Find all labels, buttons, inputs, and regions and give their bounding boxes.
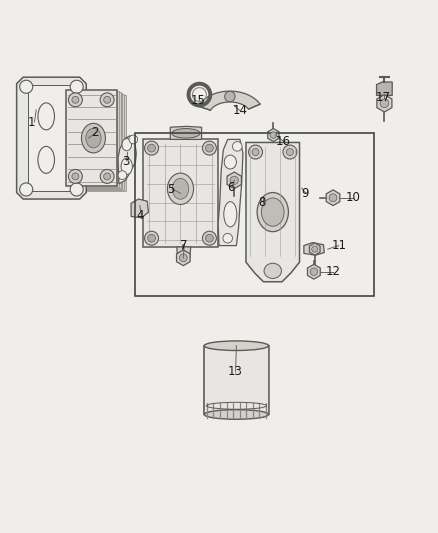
Circle shape bbox=[225, 91, 235, 102]
Polygon shape bbox=[118, 136, 136, 184]
Text: 11: 11 bbox=[331, 239, 346, 252]
Circle shape bbox=[100, 169, 114, 183]
Circle shape bbox=[312, 246, 318, 252]
Polygon shape bbox=[70, 92, 120, 188]
Circle shape bbox=[249, 145, 262, 159]
Ellipse shape bbox=[204, 410, 268, 419]
Ellipse shape bbox=[204, 341, 268, 351]
Polygon shape bbox=[28, 85, 75, 191]
Text: 9: 9 bbox=[301, 187, 309, 200]
Polygon shape bbox=[75, 95, 126, 191]
Circle shape bbox=[252, 149, 259, 156]
Polygon shape bbox=[131, 199, 148, 218]
Circle shape bbox=[129, 135, 138, 144]
Text: 17: 17 bbox=[376, 91, 391, 104]
Polygon shape bbox=[246, 142, 300, 282]
Text: 2: 2 bbox=[91, 126, 99, 139]
Text: 16: 16 bbox=[276, 135, 291, 148]
Ellipse shape bbox=[167, 173, 194, 205]
Text: 1: 1 bbox=[27, 116, 35, 128]
Polygon shape bbox=[227, 172, 241, 189]
Ellipse shape bbox=[264, 263, 282, 278]
Text: 13: 13 bbox=[228, 365, 243, 378]
Polygon shape bbox=[68, 91, 119, 187]
Circle shape bbox=[223, 233, 233, 243]
Text: 6: 6 bbox=[227, 181, 235, 194]
Circle shape bbox=[230, 176, 238, 184]
Circle shape bbox=[100, 93, 114, 107]
Circle shape bbox=[20, 183, 33, 196]
Circle shape bbox=[202, 231, 216, 245]
Text: 14: 14 bbox=[233, 104, 247, 117]
Circle shape bbox=[104, 173, 111, 180]
Circle shape bbox=[380, 99, 389, 108]
Polygon shape bbox=[143, 140, 218, 247]
Ellipse shape bbox=[38, 103, 54, 130]
Polygon shape bbox=[66, 90, 117, 186]
Polygon shape bbox=[17, 77, 86, 199]
Circle shape bbox=[145, 141, 159, 155]
Circle shape bbox=[70, 183, 83, 196]
Polygon shape bbox=[177, 250, 190, 265]
Ellipse shape bbox=[224, 201, 237, 227]
Polygon shape bbox=[170, 126, 201, 140]
Circle shape bbox=[270, 132, 277, 139]
Polygon shape bbox=[310, 243, 320, 255]
Polygon shape bbox=[377, 82, 392, 95]
Text: 7: 7 bbox=[180, 239, 187, 252]
Circle shape bbox=[72, 173, 79, 180]
Text: 4: 4 bbox=[136, 208, 144, 222]
Ellipse shape bbox=[261, 198, 284, 226]
Text: 3: 3 bbox=[122, 155, 129, 168]
Text: 5: 5 bbox=[167, 182, 175, 196]
Ellipse shape bbox=[121, 158, 132, 175]
Text: 10: 10 bbox=[346, 191, 360, 204]
Circle shape bbox=[310, 268, 318, 276]
Bar bbox=[135, 133, 374, 296]
Ellipse shape bbox=[38, 147, 54, 173]
Polygon shape bbox=[177, 247, 191, 258]
Circle shape bbox=[286, 149, 293, 156]
Circle shape bbox=[205, 235, 213, 242]
Polygon shape bbox=[307, 264, 320, 279]
Circle shape bbox=[180, 254, 187, 262]
Ellipse shape bbox=[172, 128, 200, 138]
Ellipse shape bbox=[86, 128, 101, 148]
Circle shape bbox=[233, 142, 242, 151]
Polygon shape bbox=[218, 140, 243, 246]
Circle shape bbox=[329, 194, 337, 201]
Polygon shape bbox=[74, 94, 124, 190]
Circle shape bbox=[283, 145, 297, 159]
Circle shape bbox=[205, 144, 213, 152]
Circle shape bbox=[148, 235, 155, 242]
Circle shape bbox=[148, 144, 155, 152]
Ellipse shape bbox=[122, 139, 131, 151]
Circle shape bbox=[118, 171, 127, 180]
Circle shape bbox=[104, 96, 111, 103]
Polygon shape bbox=[204, 346, 268, 415]
Circle shape bbox=[20, 80, 33, 93]
Ellipse shape bbox=[224, 155, 237, 169]
Ellipse shape bbox=[257, 192, 288, 232]
Text: 8: 8 bbox=[258, 196, 265, 208]
Circle shape bbox=[145, 231, 159, 245]
Polygon shape bbox=[377, 94, 392, 112]
Polygon shape bbox=[71, 93, 123, 189]
Polygon shape bbox=[304, 243, 324, 255]
Polygon shape bbox=[198, 91, 260, 110]
Text: 15: 15 bbox=[191, 94, 205, 107]
Circle shape bbox=[202, 141, 216, 155]
Circle shape bbox=[68, 93, 82, 107]
Text: 12: 12 bbox=[325, 265, 340, 278]
Polygon shape bbox=[268, 128, 279, 142]
Polygon shape bbox=[326, 190, 340, 206]
Circle shape bbox=[72, 96, 79, 103]
Circle shape bbox=[68, 169, 82, 183]
Ellipse shape bbox=[172, 179, 189, 199]
Circle shape bbox=[70, 80, 83, 93]
Ellipse shape bbox=[81, 123, 106, 153]
